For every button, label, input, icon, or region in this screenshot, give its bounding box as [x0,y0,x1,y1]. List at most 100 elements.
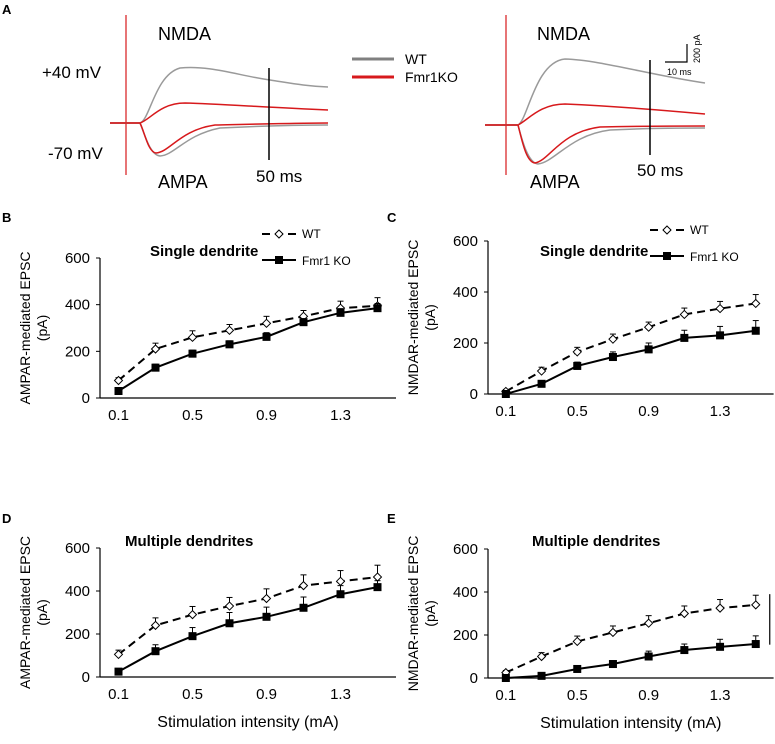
x-tick-label: 0.9 [256,686,277,703]
ko-data-point [501,674,510,682]
panel-label: E [387,511,396,526]
y-tick-label: 400 [453,284,478,301]
ko-series-line [118,586,378,673]
legend-label-wt: WT [690,223,709,237]
x-tick-label: 1.3 [330,686,351,703]
ko-ampa-trace [110,122,329,154]
y-axis-label-line: AMPAR-mediated EPSC [17,251,33,404]
wt-data-point [643,322,654,332]
ko-data-point [537,671,546,680]
y-tick-label: 600 [65,250,90,267]
ko-data-point [151,647,160,656]
x-tick-label: 0.1 [108,686,129,703]
y-tick-label: 400 [65,297,90,314]
y-tick-label: 0 [82,669,90,686]
x-axis-label: Stimulation intensity (mA) [540,715,721,732]
panel-label: C [387,210,397,225]
wt-data-point [715,303,725,314]
trace-group-right [485,15,706,175]
ko-data-point [262,612,271,621]
wt-series-line [117,304,378,382]
wt-data-point [608,627,618,638]
panel-label: D [2,511,11,526]
ko-data-point [501,390,510,398]
marker-50ms-left: 50 ms [256,167,302,186]
chart-title: Multiple dendrites [532,533,660,550]
y-tick-label: 600 [65,540,90,557]
x-tick-label: 0.9 [638,687,659,704]
wt-data-point [113,375,124,386]
y-tick-label: 0 [82,390,90,407]
ko-data-point [751,326,760,335]
nmda-label-left: NMDA [158,24,211,44]
wt-data-point [224,601,235,611]
legend-label-wt: WT [302,227,321,241]
wt-data-point [572,347,582,357]
charts: B Single dendrite 0 200 400 600 0.1 0.5 0.9 1.3 AM… [2,210,774,732]
ko-data-point [573,361,582,370]
chart-title: Multiple dendrites [125,533,253,550]
wt-data-point [608,334,618,344]
x-tick-label: 0.5 [182,686,203,703]
ko-data-point [644,345,653,354]
wt-data-point [261,593,272,604]
wt-data-point [536,651,547,662]
holding-minus70: -70 mV [48,144,103,163]
holding-plus40: +40 mV [42,63,102,82]
y-tick-label: 0 [470,386,478,403]
legend-marker-wt [274,229,284,239]
scale-bar: 10 ms 200 pA [665,34,702,77]
panel-label: B [2,210,11,225]
ko-data-point [716,642,725,651]
chart-panel-d: D Multiple dendrites 0 200 400 600 0.1 0.5 0.9 1.… [2,511,396,731]
x-tick-label: 0.9 [638,403,659,420]
wt-data-point [224,325,235,336]
wt-data-point [751,600,761,610]
wt-data-point [113,649,124,660]
ko-data-point [608,660,617,669]
ko-data-point [114,667,123,676]
ko-data-point [151,363,160,372]
y-axis-label-line: (pA) [422,304,438,330]
wt-data-point [150,620,161,631]
y-tick-label: 200 [453,335,478,352]
chart-panel-b: B Single dendrite 0 200 400 600 0.1 0.5 0.9 1.3 AM… [2,210,396,424]
chart-panel-c: C Single dendrite 0 200 400 600 0.1 0.5 0.9 1.3 NM… [387,210,774,420]
ko-data-point [680,333,689,342]
x-tick-label: 0.5 [567,403,588,420]
legend-label-ko: Fmr1 KO [690,250,739,264]
panel-label-a: A [2,2,12,17]
y-tick-label: 200 [65,626,90,643]
ko-data-point [188,349,197,358]
legend-label-wt: WT [405,51,427,67]
wt-series-line [505,603,756,674]
ko-ampa-trace [485,124,706,164]
ko-data-point [299,603,308,612]
x-tick-label: 1.3 [710,687,731,704]
wt-nmda-trace [485,58,706,126]
marker-50ms-right: 50 ms [637,161,683,180]
wt-data-point [715,603,725,613]
ko-data-point [537,379,546,388]
wt-data-point [150,344,161,354]
legend-label-ko: Fmr1KO [405,69,458,85]
wt-data-point [572,636,582,647]
y-axis-label-line: (pA) [34,315,50,341]
wt-data-point [679,608,690,619]
ko-data-point [573,664,582,673]
ampa-label-left: AMPA [158,172,208,192]
x-tick-label: 0.1 [108,407,129,424]
x-tick-label: 0.1 [495,403,516,420]
x-tick-label: 0.1 [495,687,516,704]
y-axis-label-line: NMDAR-mediated EPSC [405,536,421,692]
wt-series-line [505,302,756,393]
y-tick-label: 600 [453,233,478,250]
ko-data-point [680,646,689,655]
ko-data-point [225,340,234,349]
ko-series-line [117,307,378,392]
ko-data-point [751,640,760,649]
y-tick-label: 200 [453,627,478,644]
trace-group-left [110,15,329,175]
